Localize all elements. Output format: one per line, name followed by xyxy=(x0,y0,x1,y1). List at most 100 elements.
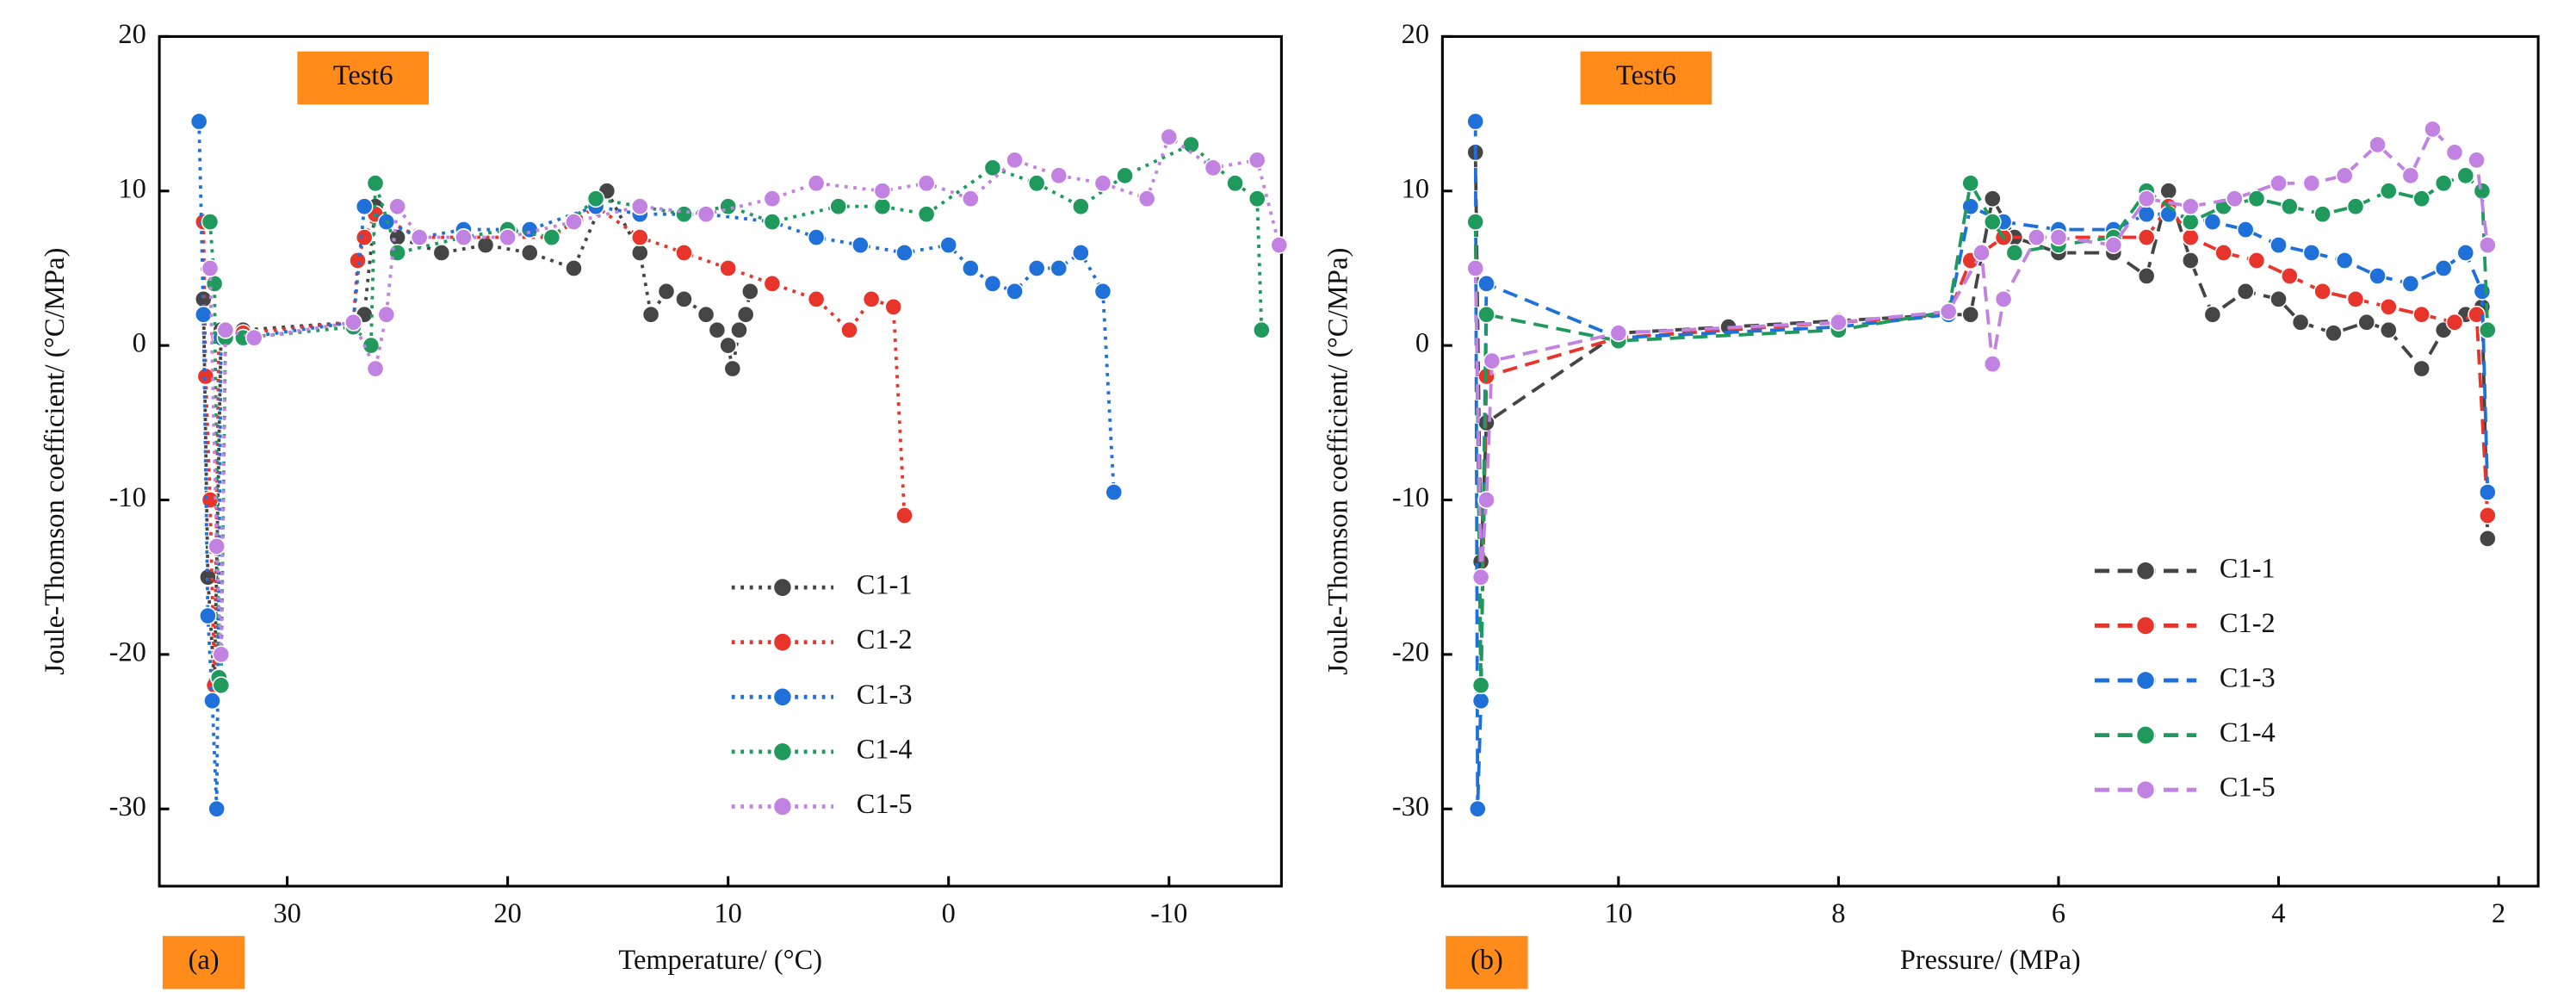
marker xyxy=(1471,568,1490,586)
marker xyxy=(212,645,231,664)
marker xyxy=(719,336,737,355)
marker xyxy=(1027,174,1046,193)
marker xyxy=(207,537,226,555)
legend-label: C1-5 xyxy=(2220,773,2276,804)
marker xyxy=(641,305,660,324)
marker xyxy=(216,320,235,339)
marker xyxy=(1006,151,1024,170)
marker xyxy=(1939,302,1958,321)
marker xyxy=(498,228,517,246)
marker xyxy=(1093,174,1112,193)
marker xyxy=(2182,251,2200,270)
y-tick-label: -10 xyxy=(109,482,146,513)
marker xyxy=(1093,282,1112,301)
label-text: Test6 xyxy=(1616,60,1676,91)
marker xyxy=(1253,320,1271,339)
marker xyxy=(201,259,220,277)
marker xyxy=(2468,151,2486,170)
marker xyxy=(1204,158,1223,177)
legend-marker xyxy=(2135,616,2156,636)
marker xyxy=(2226,189,2244,208)
marker xyxy=(1160,127,1179,146)
series-line xyxy=(208,142,1264,686)
marker xyxy=(2182,213,2200,232)
marker xyxy=(366,359,385,378)
marker xyxy=(2313,282,2331,301)
marker xyxy=(245,328,263,347)
legend-label: C1-2 xyxy=(857,624,913,655)
marker xyxy=(189,112,208,131)
marker xyxy=(2182,228,2200,246)
marker xyxy=(1006,282,1024,301)
marker xyxy=(355,228,374,246)
marker xyxy=(2380,320,2398,339)
marker xyxy=(2302,244,2321,262)
marker xyxy=(344,313,362,332)
panel-box xyxy=(1446,935,1528,990)
marker xyxy=(719,259,737,277)
marker xyxy=(2291,313,2310,332)
y-tick-label: 20 xyxy=(118,19,146,50)
marker xyxy=(1983,213,2002,232)
marker xyxy=(565,259,583,277)
marker xyxy=(708,320,727,339)
marker xyxy=(2247,189,2266,208)
series-line xyxy=(1473,203,2490,686)
plot-frame xyxy=(158,34,1283,888)
marker xyxy=(740,282,759,301)
series-line xyxy=(1473,126,2490,578)
marker xyxy=(962,259,980,277)
marker xyxy=(2357,313,2376,332)
marker xyxy=(1483,351,1502,370)
marker xyxy=(983,274,1002,293)
marker xyxy=(1050,166,1068,185)
marker xyxy=(2137,267,2156,285)
marker xyxy=(377,305,396,324)
marker xyxy=(2445,143,2464,162)
marker xyxy=(851,236,870,254)
plot-frame xyxy=(1440,34,2540,888)
marker xyxy=(212,676,231,695)
x-tick-label: 0 xyxy=(942,898,956,929)
panel-label: (b) xyxy=(1471,945,1503,976)
marker xyxy=(2137,228,2156,246)
marker xyxy=(862,289,881,308)
marker xyxy=(917,205,936,224)
marker xyxy=(2281,267,2299,285)
legend-label: C1-1 xyxy=(857,570,913,601)
marker xyxy=(2236,220,2255,239)
marker xyxy=(2445,313,2464,332)
marker xyxy=(807,174,826,193)
legend-label: C1-4 xyxy=(857,734,913,765)
marker xyxy=(565,213,583,232)
marker xyxy=(203,692,221,710)
marker xyxy=(895,506,913,524)
marker xyxy=(1983,355,2002,374)
y-tick-label: 10 xyxy=(1402,173,1429,204)
marker xyxy=(2269,174,2288,193)
series-line xyxy=(197,121,1116,810)
marker xyxy=(199,606,217,625)
marker xyxy=(1983,189,2002,208)
y-tick-label: -30 xyxy=(109,791,146,822)
marker xyxy=(829,197,848,216)
marker xyxy=(736,305,755,324)
marker xyxy=(895,244,913,262)
marker xyxy=(1961,305,1980,324)
y-tick-label: 10 xyxy=(118,173,146,204)
marker xyxy=(2401,166,2420,185)
label-text: Test6 xyxy=(333,60,393,91)
marker xyxy=(763,274,782,293)
marker xyxy=(962,189,980,208)
y-tick-label: -20 xyxy=(109,636,146,667)
marker xyxy=(723,359,742,378)
marker xyxy=(366,174,385,193)
marker xyxy=(2005,244,2024,262)
marker xyxy=(2346,197,2365,216)
marker xyxy=(675,205,693,224)
marker xyxy=(657,282,676,301)
y-tick-label: 0 xyxy=(133,328,146,359)
marker xyxy=(2434,174,2453,193)
